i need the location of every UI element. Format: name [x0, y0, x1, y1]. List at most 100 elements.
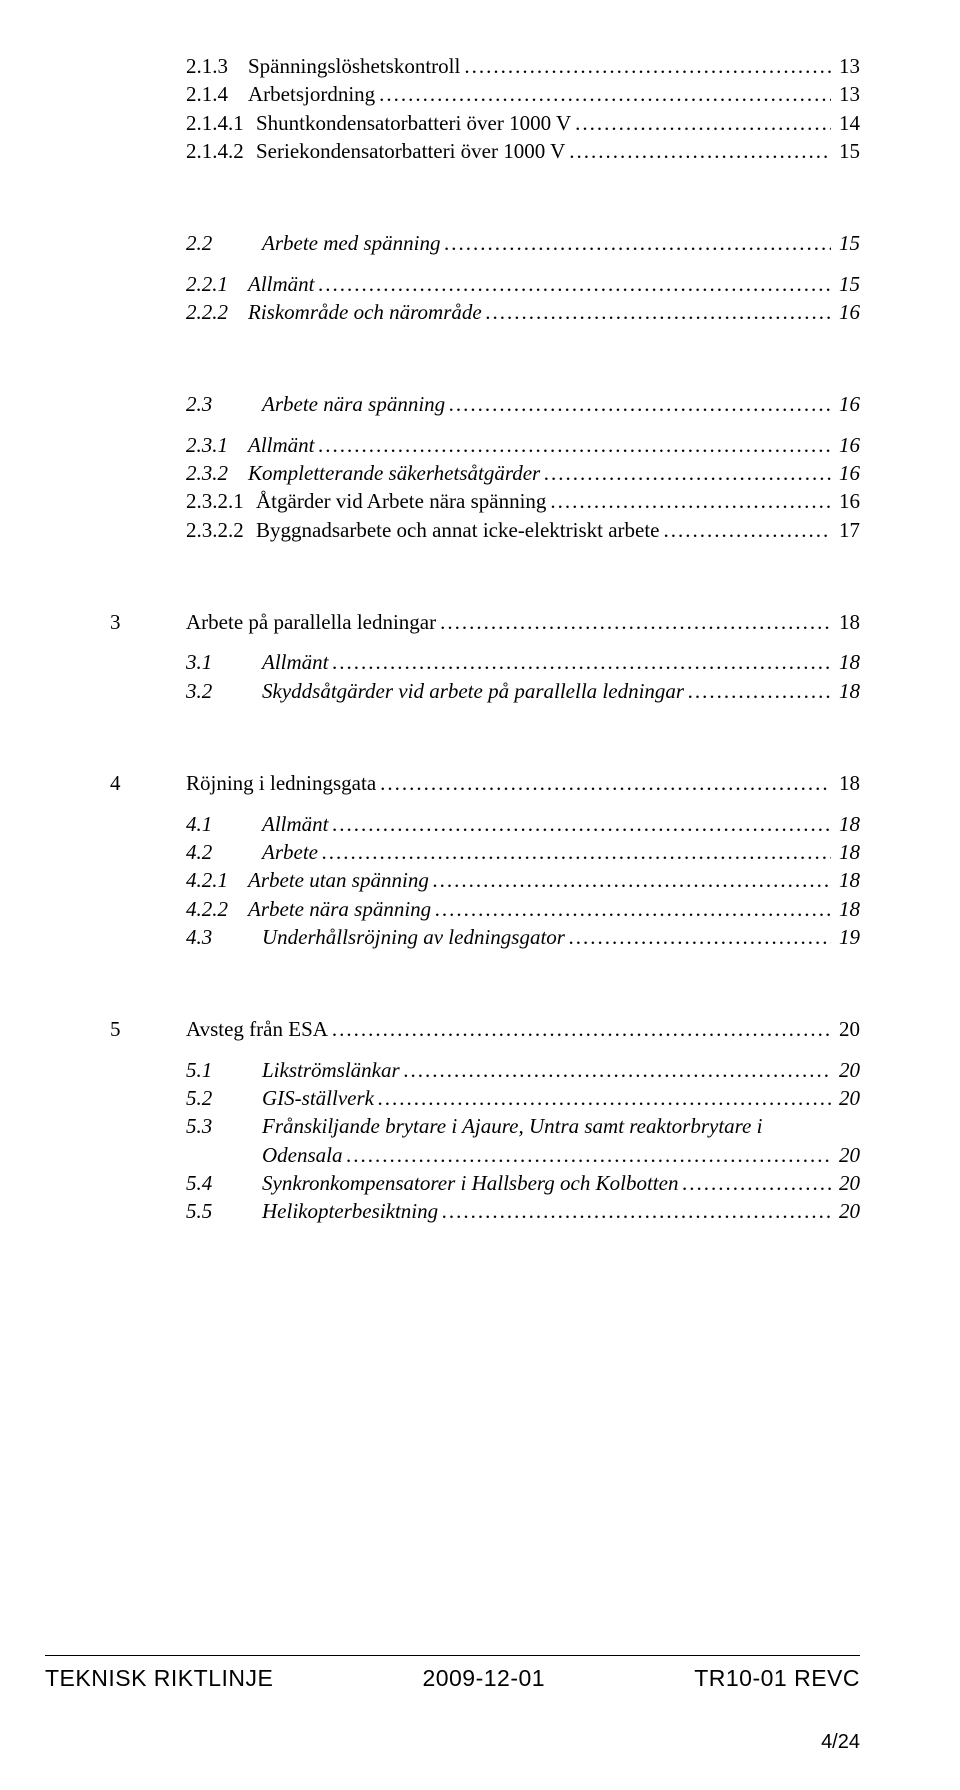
toc-gap	[110, 636, 860, 648]
toc-entry-number: 5.2	[186, 1084, 262, 1112]
toc-row: 4.3Underhållsröjning av ledningsgator19	[186, 923, 860, 951]
toc-row: 4.2.1Arbete utan spänning 18	[186, 866, 860, 894]
toc-entry-number: 2.1.3	[186, 52, 248, 80]
toc-entry-number: 4.2.2	[186, 895, 248, 923]
toc-entry-page: 20	[839, 1141, 860, 1169]
toc-leader	[322, 838, 831, 866]
toc-entry-page: 18	[839, 838, 860, 866]
toc-entry-page: 16	[839, 390, 860, 418]
toc-row: 2.3Arbete nära spänning16	[186, 390, 860, 418]
toc-entry-number: 3.2	[186, 677, 262, 705]
toc-entry-title-continuation: Odensala	[262, 1141, 343, 1169]
toc-entry-number: 5.5	[186, 1197, 262, 1225]
toc-entry-title: Kompletterande säkerhetsåtgärder	[248, 459, 540, 487]
toc-leader	[379, 80, 831, 108]
toc-entry-title: Allmänt	[248, 270, 315, 298]
toc-gap	[110, 1044, 860, 1056]
toc-leader	[440, 608, 831, 636]
toc-row: 4.2Arbete18	[186, 838, 860, 866]
footer-right: TR10-01 REVC	[694, 1665, 860, 1692]
toc-entry-number: 2.3	[186, 390, 262, 418]
toc-leader	[333, 648, 832, 676]
toc-entry-page: 18	[839, 866, 860, 894]
toc-leader	[378, 1084, 831, 1112]
toc-entry-number: 4.2	[186, 838, 262, 866]
toc-entry-page: 20	[839, 1169, 860, 1197]
toc-row-continuation: Odensala 20	[110, 1141, 860, 1169]
toc-entry-page: 18	[839, 608, 860, 636]
toc-row: 2.1.4.1Shuntkondensatorbatteri över 1000…	[186, 109, 860, 137]
toc-row: 4Röjning i ledningsgata18	[110, 769, 860, 797]
toc-entry-page: 17	[839, 516, 860, 544]
toc-row: 5Avsteg från ESA20	[110, 1015, 860, 1043]
toc-entry-title: Allmänt	[248, 431, 315, 459]
toc-row: 3.2Skyddsåtgärder vid arbete på parallel…	[186, 677, 860, 705]
toc-entry-number: 2.2.2	[186, 298, 248, 326]
toc-leader	[664, 516, 832, 544]
toc-entry-title: Shuntkondensatorbatteri över 1000 V	[256, 109, 571, 137]
toc-entry-number: 2.1.4	[186, 80, 248, 108]
toc-leader	[319, 270, 832, 298]
toc-entry-title: Skyddsåtgärder vid arbete på parallella …	[262, 677, 684, 705]
toc-leader	[444, 229, 831, 257]
toc-entry-title: Arbete på parallella ledningar	[186, 608, 436, 636]
toc-entry-title: Frånskiljande brytare i Ajaure, Untra sa…	[262, 1112, 762, 1140]
footer-row: TEKNISK RIKTLINJE 2009-12-01 TR10-01 REV…	[45, 1665, 860, 1692]
toc-leader	[404, 1056, 831, 1084]
toc-gap	[110, 544, 860, 608]
toc-entry-page: 13	[839, 80, 860, 108]
toc-leader	[380, 769, 831, 797]
toc-entry-number: 2.1.4.1	[186, 109, 256, 137]
toc-row: 2.1.4Arbetsjordning13	[186, 80, 860, 108]
toc-row: 5.1Likströmslänkar 20	[186, 1056, 860, 1084]
toc-entry-title: Seriekondensatorbatteri över 1000 V	[256, 137, 565, 165]
toc-leader	[544, 459, 831, 487]
toc-leader	[433, 866, 831, 894]
toc-gap	[110, 951, 860, 1015]
toc-entry-number: 4.2.1	[186, 866, 248, 894]
toc-entry-number: 5	[110, 1015, 186, 1043]
toc-entry-title: Underhållsröjning av ledningsgator	[262, 923, 565, 951]
toc-row: 5.5Helikopterbesiktning20	[186, 1197, 860, 1225]
toc-entry-title: Byggnadsarbete och annat icke-elektriskt…	[256, 516, 660, 544]
toc-entry-number: 2.1.4.2	[186, 137, 256, 165]
toc-leader	[575, 109, 831, 137]
toc-row: 4.2.2Arbete nära spänning18	[186, 895, 860, 923]
toc-entry-page: 18	[839, 648, 860, 676]
toc-row: 2.1.4.2Seriekondensatorbatteri över 1000…	[186, 137, 860, 165]
toc-leader	[435, 895, 831, 923]
toc-entry-page: 15	[839, 229, 860, 257]
toc-leader	[333, 810, 832, 838]
toc-row: 3.1Allmänt18	[186, 648, 860, 676]
toc-entry-page: 15	[839, 270, 860, 298]
toc-entry-title: Riskområde och närområde	[248, 298, 482, 326]
toc-entry-page: 18	[839, 810, 860, 838]
toc-entry-title: Arbete utan spänning	[248, 866, 429, 894]
toc-entry-title: Arbete med spänning	[262, 229, 440, 257]
toc-entry-title: Allmänt	[262, 810, 329, 838]
toc-entry-number: 4	[110, 769, 186, 797]
toc-gap	[110, 705, 860, 769]
toc-entry-title: Likströmslänkar	[262, 1056, 400, 1084]
toc-entry-page: 18	[839, 677, 860, 705]
toc-entry-page: 20	[839, 1056, 860, 1084]
toc-entry-number: 4.3	[186, 923, 262, 951]
toc-gap	[110, 165, 860, 229]
toc-leader	[464, 52, 831, 80]
toc-entry-number: 5.1	[186, 1056, 262, 1084]
toc-entry-page: 15	[839, 137, 860, 165]
toc-entry-number: 3	[110, 608, 186, 636]
toc-leader	[486, 298, 831, 326]
toc-leader	[332, 1015, 831, 1043]
toc-entry-number: 4.1	[186, 810, 262, 838]
toc-entry-page: 20	[839, 1197, 860, 1225]
toc-entry-page: 20	[839, 1015, 860, 1043]
toc-entry-number: 5.3	[186, 1112, 262, 1140]
toc-row: 4.1Allmänt 18	[186, 810, 860, 838]
toc-gap	[110, 326, 860, 390]
toc-leader	[569, 137, 831, 165]
toc-row: 3Arbete på parallella ledningar 18	[110, 608, 860, 636]
toc-entry-number: 3.1	[186, 648, 262, 676]
toc-row: 5.4Synkronkompensatorer i Hallsberg och …	[186, 1169, 860, 1197]
footer-date: 2009-12-01	[422, 1665, 545, 1692]
